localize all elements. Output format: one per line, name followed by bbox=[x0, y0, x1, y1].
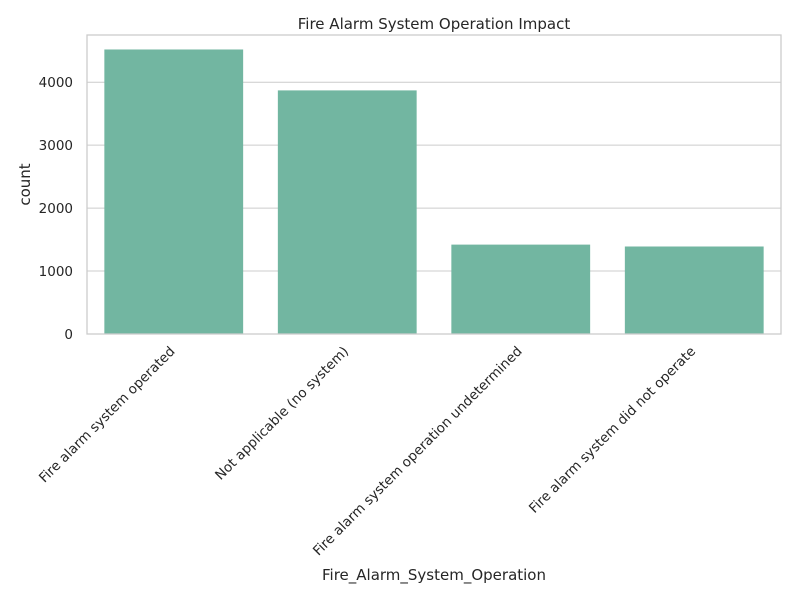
bar bbox=[277, 90, 417, 335]
x-tick-label: Not applicable (no system) bbox=[212, 344, 352, 484]
y-tick-label: 0 bbox=[64, 327, 73, 343]
y-axis-label: count bbox=[16, 163, 34, 205]
y-tick-label: 2000 bbox=[39, 201, 73, 217]
bar bbox=[104, 49, 244, 334]
y-tick-label: 1000 bbox=[39, 264, 73, 280]
bar bbox=[624, 246, 764, 334]
bar bbox=[451, 244, 591, 334]
y-tick-label: 3000 bbox=[39, 138, 73, 154]
x-tick-label: Fire alarm system operation undetermined bbox=[310, 344, 526, 560]
y-tick-label: 4000 bbox=[39, 75, 73, 91]
bars bbox=[104, 49, 764, 335]
x-axis-label: Fire_Alarm_System_Operation bbox=[322, 566, 546, 585]
y-tick-labels: 0 1000 2000 3000 4000 bbox=[39, 75, 73, 343]
x-tick-labels: Fire alarm system operated Not applicable… bbox=[36, 344, 699, 560]
chart-title: Fire Alarm System Operation Impact bbox=[298, 15, 571, 33]
plot-frame bbox=[86, 34, 782, 335]
x-tick-label: Fire alarm system did not operate bbox=[526, 344, 699, 517]
x-tick-label: Fire alarm system operated bbox=[36, 344, 179, 487]
